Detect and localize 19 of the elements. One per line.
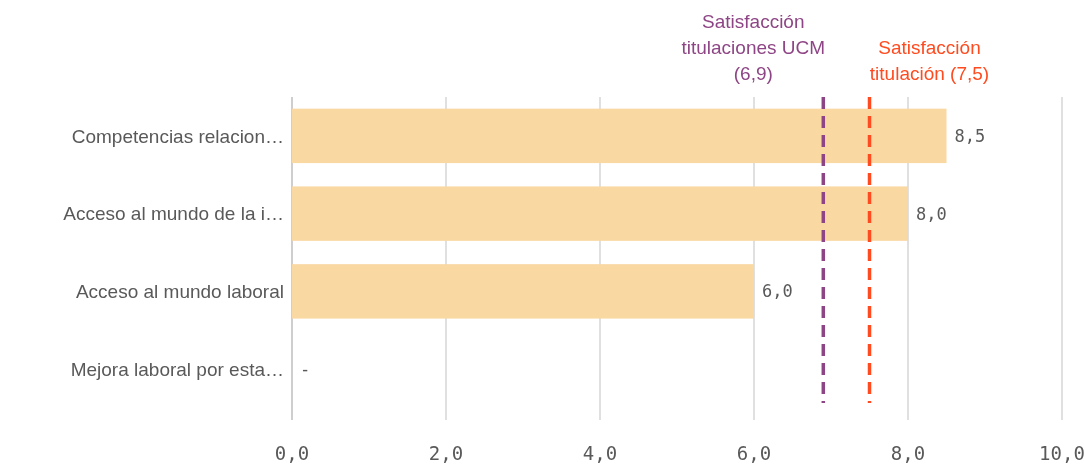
data-label: 8,0 — [916, 203, 947, 224]
x-tick-label: 10,0 — [1039, 442, 1084, 464]
bar — [292, 264, 754, 319]
x-tick-label: 4,0 — [582, 442, 618, 464]
x-tick-label: 6,0 — [736, 442, 772, 464]
bar — [292, 108, 947, 164]
y-tick-label: Mejora laboral por esta… — [70, 358, 284, 380]
data-label: 8,5 — [954, 125, 986, 146]
bar — [292, 186, 908, 241]
x-tick-label: 2,0 — [428, 442, 464, 464]
ref-line-label: Satisfacción titulación (7,5) — [869, 37, 990, 84]
y-tick-label: Competencias relacion… — [71, 125, 284, 147]
x-tick-label: 0,0 — [274, 442, 310, 464]
ref-line-label: Satisfacción titulaciones UCM (6,9) — [681, 11, 826, 84]
y-tick-label: Acceso al mundo laboral — [75, 281, 284, 303]
y-tick-label: Acceso al mundo de la i… — [63, 203, 284, 225]
data-label: 6,0 — [762, 281, 793, 302]
x-tick-label: 8,0 — [890, 442, 926, 464]
text: - — [300, 359, 311, 380]
